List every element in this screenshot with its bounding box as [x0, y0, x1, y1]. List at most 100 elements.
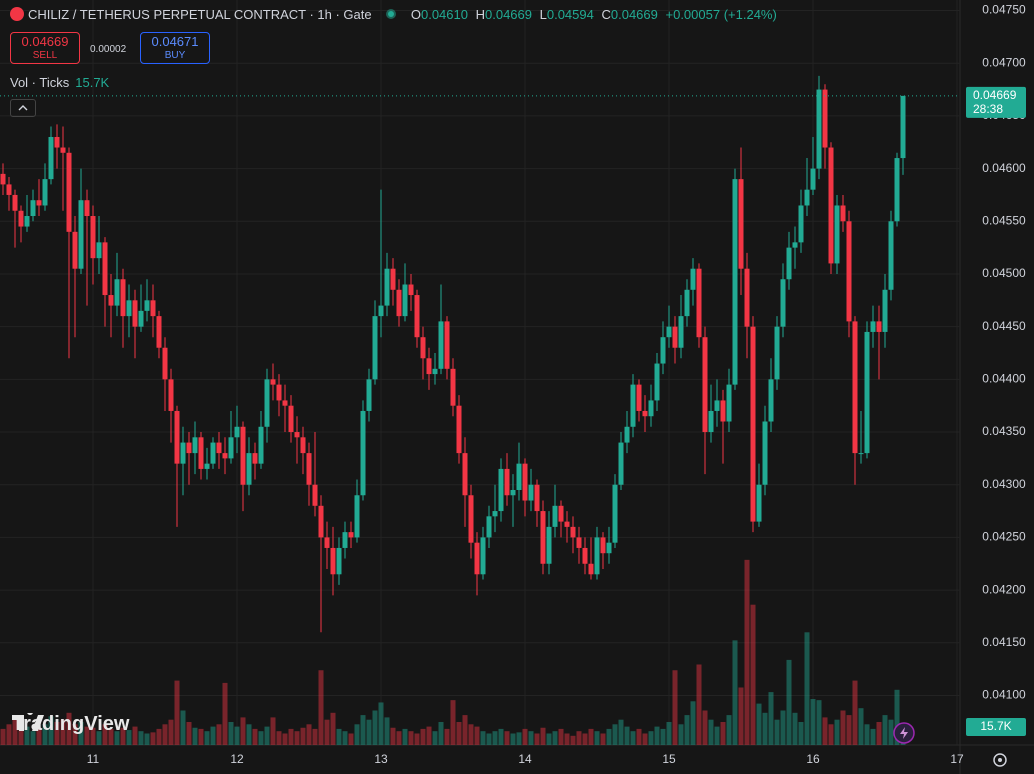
- candle-body: [138, 310, 144, 327]
- volume-bar: [828, 724, 834, 745]
- candle-body: [588, 563, 594, 575]
- candle-body: [630, 384, 636, 427]
- candle-body: [396, 289, 402, 317]
- volume-bar: [342, 731, 348, 745]
- ohlc-label: H: [475, 7, 485, 22]
- buy-button[interactable]: 0.04671 BUY: [140, 32, 210, 64]
- y-tick-label: 0.04700: [982, 55, 1026, 69]
- volume-bar: [336, 728, 342, 745]
- volume-bar: [288, 728, 294, 745]
- volume-bar: [306, 724, 312, 745]
- volume-bar: [294, 731, 300, 745]
- volume-bar: [426, 726, 432, 745]
- candle-body: [78, 200, 84, 269]
- volume-bar: [0, 728, 6, 745]
- volume-bar: [684, 715, 690, 745]
- candle-body: [174, 410, 180, 464]
- volume-bar: [414, 733, 420, 745]
- volume-bar: [480, 731, 486, 745]
- buy-price: 0.04671: [151, 34, 199, 49]
- volume-bar: [882, 715, 888, 745]
- candle-body: [384, 268, 390, 306]
- candle-body: [414, 295, 420, 338]
- volume-bar: [432, 731, 438, 745]
- candle-body: [0, 173, 6, 185]
- volume-bar: [312, 728, 318, 745]
- candle-body: [516, 463, 522, 490]
- candle-body: [570, 526, 576, 538]
- volume-bar: [594, 731, 600, 745]
- volume-bar: [738, 687, 744, 745]
- sell-button[interactable]: 0.04669 SELL: [10, 32, 80, 64]
- volume-bar: [402, 728, 408, 745]
- volume-bar: [204, 731, 210, 745]
- volume-bar: [144, 733, 150, 745]
- volume-bar: [42, 724, 48, 745]
- volume-bar: [696, 664, 702, 745]
- volume-bar: [408, 731, 414, 745]
- ohlc-value: 0.04669: [610, 7, 658, 22]
- candle-body: [426, 358, 432, 375]
- indicator-legend: Vol · Ticks 15.7K: [10, 75, 109, 90]
- candle-body: [72, 231, 78, 269]
- candle-body: [336, 547, 342, 575]
- volume-bar: [516, 732, 522, 745]
- volume-bar: [894, 689, 900, 745]
- candle-body: [750, 326, 756, 522]
- candle-body: [798, 205, 804, 243]
- candle-body: [726, 384, 732, 422]
- volume-bar: [156, 728, 162, 745]
- status-dot: [386, 9, 397, 19]
- volume-bar: [768, 692, 774, 745]
- flash-bolt: [900, 727, 908, 739]
- candle-body: [372, 316, 378, 380]
- volume-bar: [120, 727, 126, 745]
- volume-bar: [234, 726, 240, 745]
- candle-body: [114, 279, 120, 306]
- volume-bar: [462, 715, 468, 745]
- volume-bar: [258, 731, 264, 745]
- candle-body: [282, 400, 288, 406]
- sell-price: 0.04669: [21, 34, 69, 49]
- volume-bar: [132, 726, 138, 745]
- volume-bar: [540, 727, 546, 745]
- change: +0.00057 (+1.24%): [665, 7, 777, 22]
- candle-body: [54, 136, 60, 148]
- y-tick-label: 0.04150: [982, 635, 1026, 649]
- volume-bar: [846, 715, 852, 745]
- volume-bar: [66, 712, 72, 745]
- volume-bar: [186, 722, 192, 745]
- volume-bar: [276, 731, 282, 745]
- y-tick-label: 0.04550: [982, 213, 1026, 227]
- candle-body: [390, 268, 396, 290]
- candle-body: [438, 321, 444, 369]
- y-tick-label: 0.04250: [982, 530, 1026, 544]
- candle-body: [366, 379, 372, 411]
- candle-body: [270, 379, 276, 385]
- volume-bar: [384, 717, 390, 745]
- candle-body: [720, 400, 726, 422]
- candle-body: [900, 95, 906, 159]
- candle-body: [648, 400, 654, 417]
- volume-bar: [438, 722, 444, 745]
- volume-bar: [492, 731, 498, 745]
- candle-body: [432, 368, 438, 375]
- collapse-button[interactable]: [10, 99, 36, 117]
- candle-body: [846, 221, 852, 322]
- y-tick-label: 0.04350: [982, 424, 1026, 438]
- candle-body: [300, 437, 306, 454]
- flash-icon: [893, 722, 915, 744]
- volume-bar: [228, 722, 234, 745]
- candle-body: [522, 463, 528, 501]
- volume-bar: [588, 728, 594, 745]
- volume-bar: [54, 722, 60, 745]
- candle-body: [888, 221, 894, 290]
- volume-bar: [468, 724, 474, 745]
- volume-bar: [690, 701, 696, 745]
- candle-body: [162, 347, 168, 380]
- candle-body: [858, 453, 864, 455]
- candle-body: [240, 426, 246, 485]
- volume-bar: [762, 712, 768, 745]
- sell-label: SELL: [32, 50, 58, 61]
- candle-body: [714, 400, 720, 411]
